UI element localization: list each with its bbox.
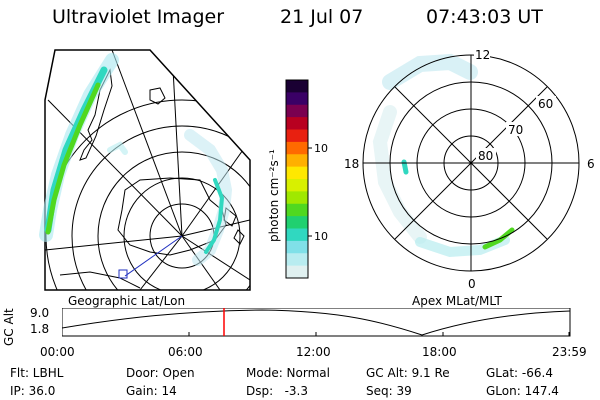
info-mode: Mode: Normal	[246, 366, 330, 380]
colorbar-swatch	[286, 166, 308, 180]
colorbar-swatch	[286, 141, 308, 155]
lat-circle	[123, 177, 241, 290]
altitude-curve	[62, 309, 571, 336]
info-gain: Gain: 14	[126, 384, 177, 398]
landmass-outline	[79, 68, 113, 161]
mlt-label-0: 0	[468, 277, 476, 291]
colorbar-frame	[285, 79, 309, 279]
mlat-label-80: 80	[478, 149, 493, 163]
colorbar-swatch	[286, 80, 308, 93]
altitude-ytick-9: 9.0	[30, 306, 50, 320]
colorbar-swatch	[286, 154, 308, 168]
geographic-map	[39, 49, 251, 291]
geo-panel-caption: Geographic Lat/Lon	[68, 294, 186, 308]
altitude-ytick-1_8: 1.8	[30, 322, 50, 336]
info-glat: GLat: -66.4	[486, 366, 553, 380]
track-marker	[118, 269, 128, 279]
colorbar-tick-100: 100	[314, 142, 328, 155]
info-gc-alt: GC Alt: 9.1 Re	[366, 366, 450, 380]
colorbar: 100 10 photon cm⁻²s⁻¹	[267, 79, 328, 279]
mlat-label-60: 60	[538, 97, 553, 111]
info-glon: GLon: 147.4	[486, 384, 559, 398]
altitude-ylabel: GC Alt	[2, 308, 16, 346]
polar-map: 60 70 80 12 18 6 0	[344, 48, 595, 291]
mlt-label-6: 6	[587, 157, 595, 171]
observation-date: 21 Jul 07	[280, 6, 364, 28]
colorbar-swatch	[286, 92, 308, 106]
mlt-label-18: 18	[344, 157, 359, 171]
colorbar-swatch	[286, 129, 308, 143]
observation-time: 07:43:03 UT	[426, 6, 543, 28]
colorbar-swatch	[286, 117, 308, 131]
track-line	[124, 235, 183, 277]
info-seq: Seq: 39	[366, 384, 412, 398]
colorbar-unit-label: photon cm⁻²s⁻¹	[267, 149, 281, 242]
altitude-xtick-2359: 23:59	[552, 345, 587, 359]
info-ip: IP: 36.0	[10, 384, 56, 398]
colorbar-swatch	[286, 228, 308, 242]
colorbar-swatch	[286, 216, 308, 230]
colorbar-tick-10: 10	[314, 230, 328, 243]
info-dsp: Dsp: -3.3	[246, 384, 309, 398]
info-filter: Flt: LBHL	[10, 366, 64, 380]
mlt-label-12: 12	[475, 48, 490, 62]
polar-panel-caption: Apex MLat/MLT	[412, 294, 502, 308]
altitude-xtick-1200: 12:00	[296, 345, 331, 359]
lat-circle	[97, 151, 250, 290]
altitude-xtick-0600: 06:00	[168, 345, 203, 359]
altitude-xtick-0000: 00:00	[40, 345, 75, 359]
colorbar-swatch	[286, 191, 308, 205]
map-frame	[44, 49, 251, 291]
colorbar-swatch	[286, 253, 308, 267]
colorbar-swatch	[286, 240, 308, 254]
colorbar-swatch	[286, 104, 308, 118]
altitude-plot	[62, 308, 571, 337]
altitude-xtick-1800: 18:00	[422, 345, 457, 359]
info-door: Door: Open	[126, 366, 195, 380]
colorbar-swatch	[286, 265, 308, 279]
colorbar-swatch	[286, 203, 308, 217]
colorbar-swatch	[286, 179, 308, 192]
lat-circle	[71, 125, 250, 290]
instrument-title: Ultraviolet Imager	[52, 6, 225, 28]
mlat-label-70: 70	[508, 123, 523, 137]
